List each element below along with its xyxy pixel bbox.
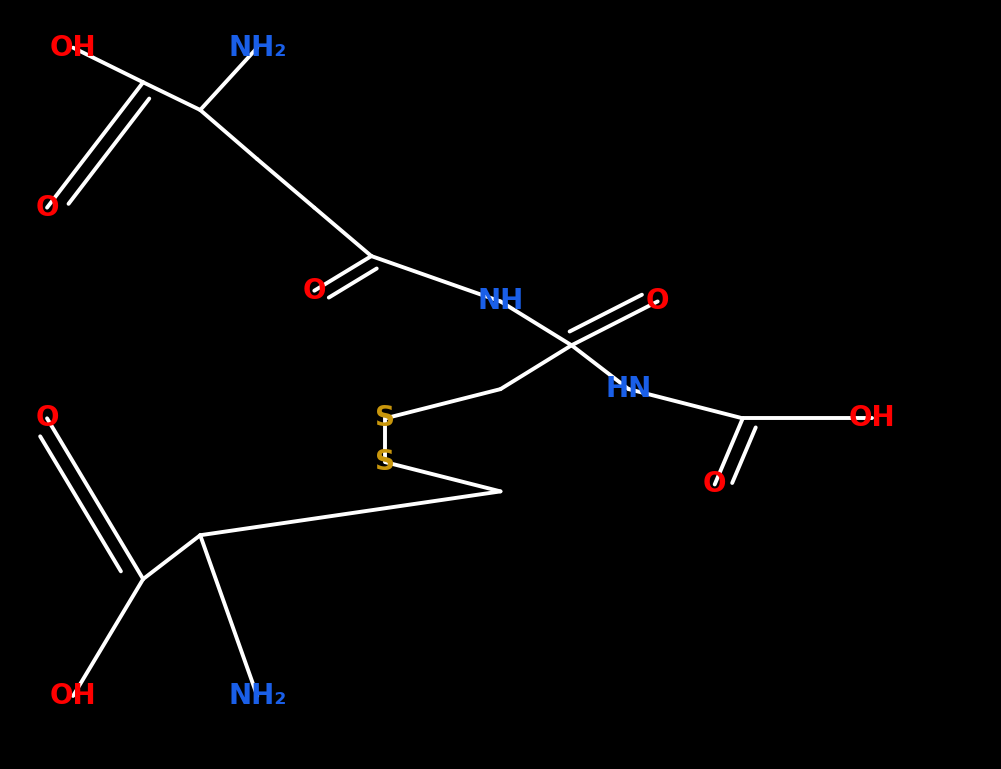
Text: O: O [35, 194, 59, 221]
Text: O: O [35, 404, 59, 432]
Text: NH₂: NH₂ [228, 682, 286, 710]
Text: OH: OH [849, 404, 895, 432]
Text: NH₂: NH₂ [228, 34, 286, 62]
Text: HN: HN [606, 375, 652, 403]
Text: OH: OH [50, 34, 96, 62]
Text: O: O [646, 288, 670, 315]
Text: NH: NH [477, 288, 524, 315]
Text: O: O [703, 471, 727, 498]
Text: S: S [375, 448, 395, 476]
Text: OH: OH [50, 682, 96, 710]
Text: O: O [302, 277, 326, 305]
Text: S: S [375, 404, 395, 432]
